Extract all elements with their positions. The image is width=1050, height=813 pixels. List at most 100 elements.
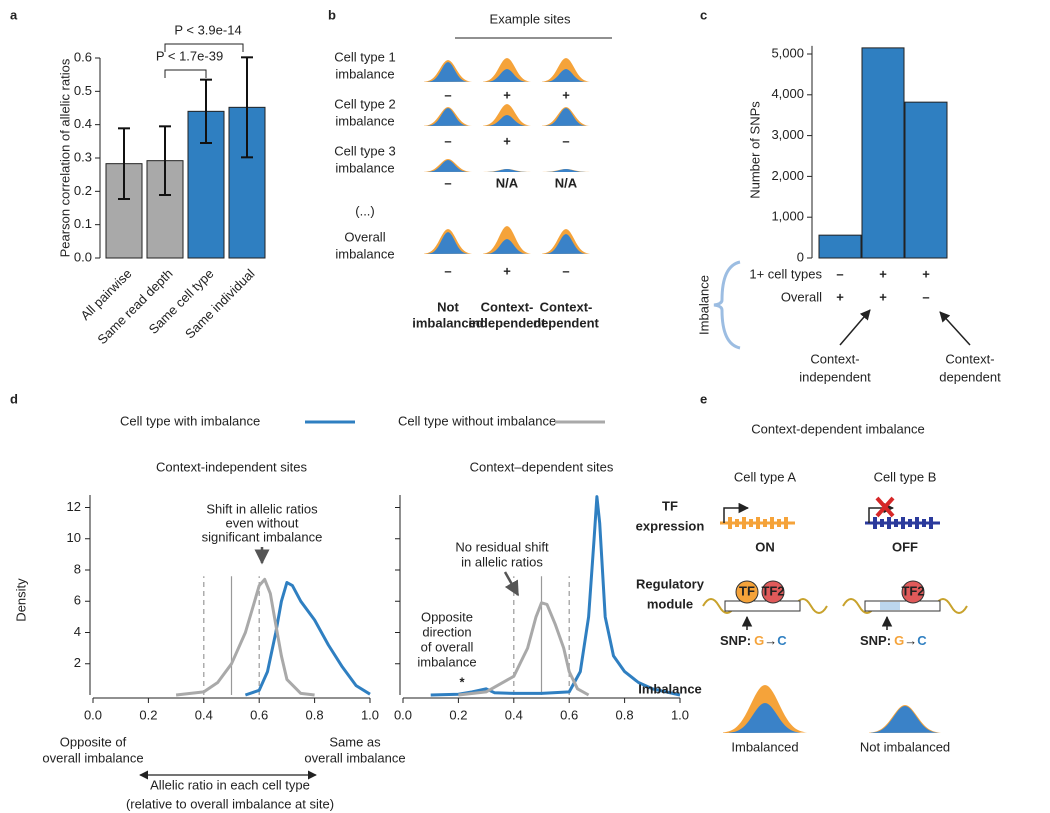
outcome-label: Not imbalanced [860,739,950,754]
expression-state: ON [755,539,775,554]
annotation: No residual shift [455,539,549,554]
ratio-bump [546,69,586,82]
annotation: * [459,674,465,689]
ratio-bump [871,706,939,733]
x-tick-label: 0.0 [84,707,102,722]
snp-part: SNP: [860,633,891,648]
snp-site [880,602,900,610]
y-tick-label: 0.6 [74,49,92,64]
p-value: P < 3.9e-14 [174,22,241,37]
column-label: Not [437,299,459,314]
bar [861,47,905,259]
brace [713,260,741,350]
legend-label: Cell type without imbalance [398,413,556,428]
exon [742,517,746,529]
row-label: Overall [781,289,822,304]
exon [784,517,788,529]
y-tick-label: 5,000 [771,45,804,60]
axis-end-label: Opposite of [60,734,127,749]
density-line [244,581,371,697]
row-label: imbalance [335,246,394,261]
repression-x [875,496,895,518]
ratio-bump [487,169,527,172]
significance-bracket [164,69,207,78]
x-tick-label: 0.6 [250,707,268,722]
ratio-bump [428,232,468,254]
table-title: Imbalance [696,275,711,335]
exon [749,519,753,527]
row-label: 1+ cell types [749,266,822,281]
y-tick-label: 8 [74,561,81,576]
exon [770,517,774,529]
sign: + [922,266,930,281]
factor [735,580,759,604]
ellipsis: (...) [355,203,375,218]
row-label: imbalance [335,160,394,175]
annotation: Context- [945,351,994,366]
column-label: imbalanced [412,315,484,330]
ratio-bump [428,108,468,126]
factor [901,580,925,604]
row-label: TF [662,498,678,513]
ratio-bump [428,160,468,172]
ratio-bump [546,234,586,254]
exon [763,519,767,527]
row-label: module [647,596,693,611]
y-tick-label: 6 [74,593,81,608]
exon [908,519,912,527]
snp-part: → [904,633,917,648]
annotation: dependent [939,369,1001,384]
snp-label: SNP: G→C [720,633,787,648]
module [864,600,941,612]
y-tick-label: 4 [74,624,81,639]
y-axis-title: Pearson correlation of allelic ratios [57,58,72,257]
annotation: in allelic ratios [461,554,543,569]
density-line [458,601,590,697]
sign: + [879,289,887,304]
y-axis-title: Number of SNPs [747,101,762,199]
column-label: Context- [540,299,593,314]
axis-end-label: Same as [329,734,381,749]
sign: – [444,263,451,278]
annotation-arrow [503,571,520,597]
dna [702,598,828,614]
x-tick-label: 0.2 [449,707,467,722]
axis-end-label: overall imbalance [304,750,405,765]
sign: – [444,87,451,102]
snp-part: C [917,633,927,648]
panel-letter: c [700,7,707,22]
y-tick-label: 0.3 [74,149,92,164]
sign: + [503,133,511,148]
annotation: imbalance [417,654,476,669]
row-label: expression [636,518,705,533]
y-tick-label: 0 [797,249,804,264]
x-tick-label: 0.2 [139,707,157,722]
chart-title: Context-independent sites [156,459,308,474]
snp-part: → [764,633,777,648]
ratio-bump [546,169,586,172]
sign: N/A [555,175,578,190]
y-tick-label: 12 [67,499,81,514]
x-tick-label: 0.6 [560,707,578,722]
panel-title: Example sites [490,11,571,26]
y-tick-label: 0.5 [74,83,92,98]
exon [915,517,919,529]
snp-label: SNP: G→C [860,633,927,648]
x-tick-label: 0.8 [306,707,324,722]
ratio-bump [487,115,527,126]
row-label: Cell type 2 [334,96,395,111]
snp-part: G [754,633,764,648]
module [724,600,801,612]
y-tick-label: 2 [74,655,81,670]
y-tick-label: 0.0 [74,249,92,264]
y-tick-label: 0.1 [74,216,92,231]
exon [777,519,781,527]
annotation: of overall [421,639,474,654]
exon [880,519,884,527]
exon [756,517,760,529]
exon [873,517,877,529]
factor-label: TF [739,583,755,598]
annotation: Opposite [421,609,473,624]
y-tick-label: 1,000 [771,209,804,224]
column-label: dependent [533,315,599,330]
